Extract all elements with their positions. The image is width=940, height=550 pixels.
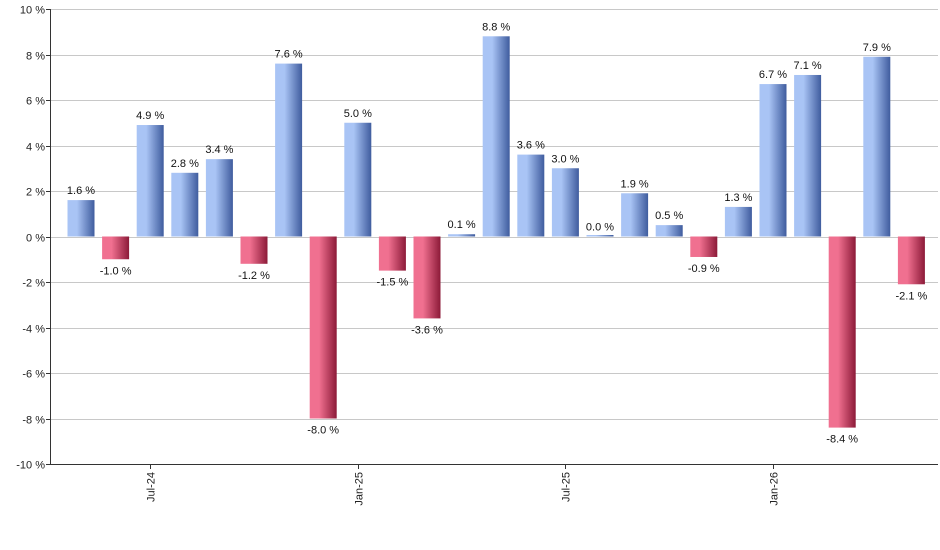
bar-data-label: 8.8 % bbox=[482, 21, 510, 33]
bar-data-label: 1.3 % bbox=[724, 192, 752, 204]
bar bbox=[724, 206, 752, 237]
bar bbox=[205, 159, 233, 237]
bar bbox=[690, 236, 718, 257]
bar-data-label: 2.8 % bbox=[171, 158, 199, 170]
bar bbox=[586, 235, 614, 237]
bar bbox=[517, 154, 545, 237]
bar bbox=[413, 236, 441, 319]
bar-data-label: 1.9 % bbox=[621, 178, 649, 190]
x-tick-label: Jan-26 bbox=[769, 472, 781, 506]
bar bbox=[67, 200, 95, 237]
bar bbox=[344, 122, 372, 237]
y-tick-label: 8 % bbox=[26, 51, 45, 63]
bar-data-label: -2.1 % bbox=[896, 290, 928, 302]
bar bbox=[378, 236, 406, 271]
bar bbox=[136, 125, 164, 237]
bar bbox=[897, 236, 925, 285]
data-labels: 1.6 % -1.0 % 4.9 % 2.8 % 3.4 % -1.2 % 7.6 % -8.… bbox=[67, 21, 928, 445]
bar bbox=[828, 236, 856, 428]
bar-data-label: 0.0 % bbox=[586, 222, 614, 234]
bar bbox=[621, 193, 649, 237]
bar-data-label: -8.4 % bbox=[826, 434, 858, 446]
bar bbox=[448, 234, 476, 237]
y-tick-label: -4 % bbox=[22, 324, 45, 336]
bar bbox=[655, 225, 683, 237]
y-tick-label: -2 % bbox=[22, 278, 45, 290]
bar-data-label: -0.9 % bbox=[688, 263, 720, 275]
y-tick-label: 10 % bbox=[20, 5, 45, 17]
bar-data-label: 3.0 % bbox=[551, 153, 579, 165]
axes bbox=[50, 9, 938, 465]
bar-data-label: 7.1 % bbox=[794, 60, 822, 72]
bars bbox=[67, 36, 925, 428]
bar-data-label: 3.4 % bbox=[205, 144, 233, 156]
bar-data-label: 1.6 % bbox=[67, 185, 95, 197]
bar-data-label: -1.5 % bbox=[377, 277, 409, 289]
bar bbox=[275, 63, 303, 237]
bar-data-label: -8.0 % bbox=[307, 425, 339, 437]
x-tick-label: Jan-25 bbox=[354, 472, 366, 506]
bar bbox=[794, 74, 822, 237]
bar-data-label: -3.6 % bbox=[411, 324, 443, 336]
bar-data-label: 3.6 % bbox=[517, 140, 545, 152]
y-axis-ticks: -10 % -8 % -6 % -4 % -2 % 0 % 2 % 4 % 6 % 8 % 10 % bbox=[16, 5, 50, 472]
bar-data-label: 0.5 % bbox=[655, 210, 683, 222]
bar bbox=[863, 56, 891, 237]
bar bbox=[309, 236, 337, 419]
bar-data-label: 7.6 % bbox=[275, 49, 303, 61]
y-tick-label: -8 % bbox=[22, 415, 45, 427]
bar-data-label: 6.7 % bbox=[759, 69, 787, 81]
bar-data-label: 0.1 % bbox=[448, 219, 476, 231]
y-tick-label: 2 % bbox=[26, 187, 45, 199]
x-axis-ticks: Jul-24 Jan-25 Jul-25 Jan-26 bbox=[146, 464, 781, 506]
bar bbox=[240, 236, 268, 264]
x-tick-label: Jul-24 bbox=[146, 472, 158, 502]
y-tick-label: 0 % bbox=[26, 233, 45, 245]
bar bbox=[551, 168, 579, 237]
bar-data-label: 7.9 % bbox=[863, 42, 891, 54]
y-tick-label: -10 % bbox=[16, 460, 45, 472]
bar bbox=[171, 172, 199, 237]
bar bbox=[482, 36, 510, 237]
y-tick-label: 6 % bbox=[26, 96, 45, 108]
y-tick-label: -6 % bbox=[22, 369, 45, 381]
bar-data-label: -1.2 % bbox=[238, 270, 270, 282]
x-tick-label: Jul-25 bbox=[561, 472, 573, 502]
bar-data-label: 5.0 % bbox=[344, 108, 372, 120]
bar-data-label: -1.0 % bbox=[100, 265, 132, 277]
bar bbox=[102, 236, 130, 260]
bar-data-label: 4.9 % bbox=[136, 110, 164, 122]
y-tick-label: 4 % bbox=[26, 142, 45, 154]
bar bbox=[759, 84, 787, 237]
